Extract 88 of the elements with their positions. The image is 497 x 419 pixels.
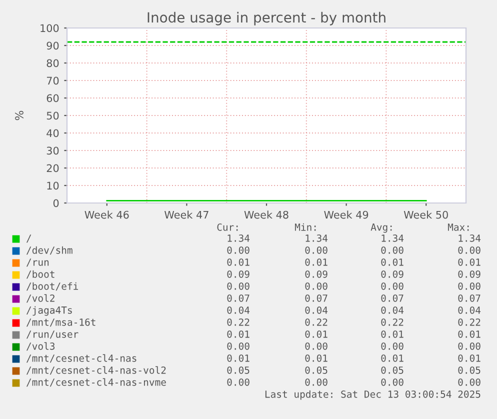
text: 1.34	[306, 234, 328, 242]
y-tick-label: 30	[46, 146, 59, 155]
text: 0.01	[458, 258, 480, 266]
y-tick-label: 80	[46, 59, 59, 68]
x-tick-label: Week 47	[164, 210, 208, 219]
text: 0.01	[227, 330, 250, 338]
legend-label: /mnt/cesnet-cl4-nas-nvme	[26, 378, 166, 387]
text: Last update: Sat Dec 13 03:00:54 2025	[265, 390, 480, 400]
text: 0.00	[305, 378, 328, 386]
text: 0.01	[381, 354, 404, 362]
text: 0.00	[227, 246, 250, 254]
legend-label: /boot	[26, 270, 54, 279]
text: 0.01	[305, 258, 328, 266]
text: Min:	[294, 223, 316, 231]
legend-label: /mnt/cesnet-cl4-nas	[26, 354, 136, 363]
legend-label: /	[26, 234, 32, 243]
text: 0.22	[458, 318, 480, 326]
y-tick-label: 10	[47, 182, 59, 190]
text: 0.05	[227, 366, 250, 374]
text: 0.09	[305, 270, 328, 278]
text: 0.00	[381, 342, 404, 350]
x-tick-label: Week 49	[324, 210, 368, 219]
text: 0.04	[305, 306, 328, 314]
text: 0.00	[458, 282, 480, 290]
legend-label: /mnt/cesnet-cl4-nas-vol2	[26, 366, 166, 375]
text: 0.07	[458, 294, 480, 302]
text: 0.01	[305, 354, 328, 362]
text: 0.22	[381, 318, 404, 326]
text: 0.00	[458, 342, 480, 350]
text: 0.00	[381, 282, 404, 290]
text: 0.00	[305, 282, 328, 290]
text: 0.05	[381, 366, 404, 374]
text: 0.09	[458, 270, 480, 278]
text: 0.01	[305, 330, 328, 338]
legend-label: /run/user	[26, 330, 78, 339]
y-tick-label: 70	[46, 76, 59, 85]
text: 0.00	[305, 246, 328, 254]
legend-label: /dev/shm	[26, 246, 72, 255]
text: Cur:	[217, 223, 238, 231]
text: 0.01	[458, 330, 480, 338]
text: 0.04	[458, 306, 481, 314]
y-tick-label: 20	[46, 164, 59, 172]
text: 0.09	[381, 270, 404, 278]
text: 0.04	[227, 306, 250, 314]
text: 0.00	[458, 378, 480, 386]
text: Avg:	[370, 224, 392, 233]
text: 1.34	[458, 234, 481, 242]
text: 0.01	[381, 258, 404, 266]
text: 0.00	[227, 342, 250, 350]
text: 0.07	[381, 294, 404, 302]
legend-label: /boot/efi	[26, 282, 78, 291]
text: 0.00	[381, 378, 404, 386]
text: 0.00	[381, 246, 404, 254]
text: 0.04	[381, 306, 404, 314]
text: 0.01	[381, 330, 404, 338]
text: 0.22	[227, 318, 250, 326]
text: 0.00	[227, 282, 250, 290]
text: 0.05	[458, 366, 480, 374]
text: 0.05	[305, 366, 328, 374]
legend-label: /jaga4Ts	[26, 306, 72, 316]
text: 0.22	[305, 318, 328, 326]
y-tick-label: 60	[46, 94, 59, 102]
x-tick-label: Week 48	[244, 210, 288, 219]
y-tick-label: 50	[46, 112, 59, 120]
text: 0.09	[227, 270, 250, 278]
x-tick-label: Week 50	[404, 210, 448, 219]
text: 0.01	[227, 258, 250, 266]
legend-label: /vol2	[26, 294, 54, 303]
y-tick-label: 100	[40, 24, 59, 32]
text: 0.00	[458, 246, 480, 254]
chart-title: Inode usage in percent - by month	[148, 12, 386, 26]
text: 1.34	[228, 234, 250, 242]
legend-label: /vol3	[26, 342, 55, 351]
text: 1.34	[382, 234, 404, 242]
y-tick-label: 0	[53, 199, 59, 208]
text: 0.00	[305, 342, 328, 350]
text: 0.01	[227, 354, 250, 362]
y-axis-title: %	[15, 110, 24, 120]
text: 0.01	[458, 354, 480, 362]
text: 0.07	[227, 294, 250, 302]
text: 0.07	[305, 294, 328, 302]
text: Max:	[448, 224, 469, 231]
legend-label: /mnt/msa-16t	[26, 318, 96, 327]
y-tick-label: 90	[46, 42, 59, 50]
y-tick-label: 40	[46, 129, 59, 138]
legend-label: /run	[26, 258, 49, 267]
x-tick-label: Week 46	[84, 210, 129, 219]
text: 0.00	[227, 378, 250, 386]
